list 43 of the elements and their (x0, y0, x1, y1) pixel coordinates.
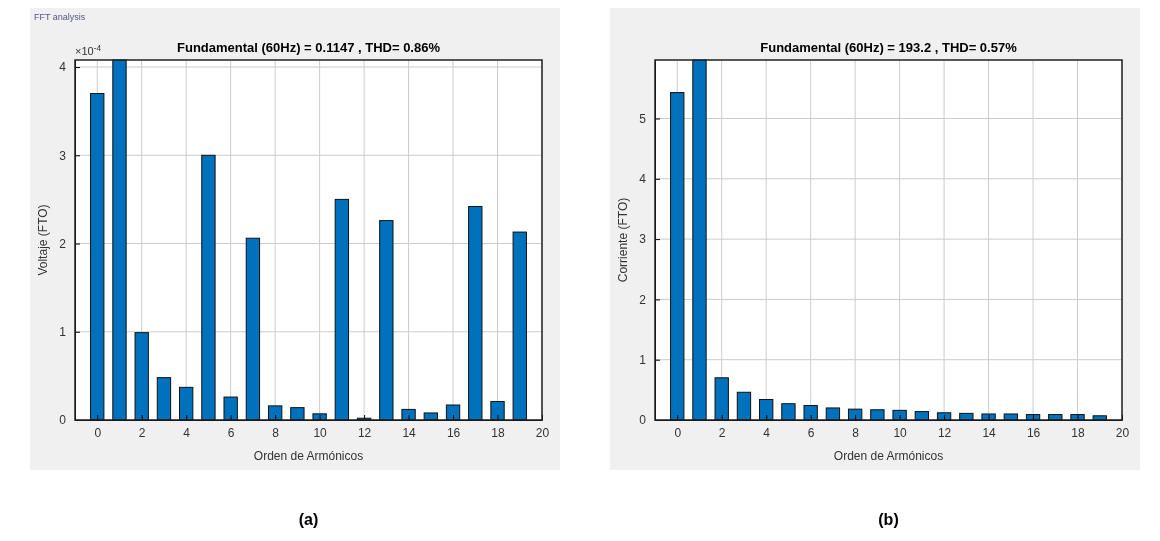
text: ×10$^{-4}$ (75, 43, 102, 57)
y-tick-label: 4 (59, 60, 67, 75)
x-tick-label: 10 (893, 426, 908, 441)
x-tick-label: 4 (183, 426, 191, 441)
chart-title: Fundamental (60Hz) = 0.1147 , THD= 0.86% (177, 40, 441, 55)
y-axis-title: Voltaje (FTO) (36, 204, 50, 276)
text: (a) (298, 511, 319, 528)
x-tick-label: 12 (357, 426, 372, 441)
y-tick-label: 1 (59, 325, 67, 340)
x-tick-label: 4 (763, 426, 771, 441)
y-tick-label: 0 (639, 413, 647, 428)
y-tick-label: 5 (639, 111, 647, 126)
y-tick-label: 0 (59, 413, 67, 428)
x-tick-label: 6 (807, 426, 815, 441)
text: (b) (878, 511, 899, 528)
x-tick-label: 2 (138, 426, 146, 441)
y-tick-label: 3 (59, 148, 67, 163)
x-tick-label: 8 (272, 426, 280, 441)
x-tick-label: 16 (446, 426, 461, 441)
y-tick-label: 2 (59, 236, 67, 251)
x-tick-label: 2 (718, 426, 726, 441)
x-tick-label: 12 (937, 426, 952, 441)
y-tick-label: 4 (639, 172, 647, 187)
x-tick-label: 18 (1071, 426, 1086, 441)
x-axis-title: Orden de Armónicos (253, 449, 364, 463)
x-tick-label: 20 (1115, 426, 1130, 441)
x-tick-label: 8 (852, 426, 860, 441)
x-tick-label: 14 (402, 426, 417, 441)
y-tick-label: 3 (639, 232, 647, 247)
x-tick-label: 16 (1026, 426, 1041, 441)
x-tick-label: 14 (982, 426, 997, 441)
text: FFT analysis (34, 12, 86, 22)
x-tick-label: 0 (674, 426, 682, 441)
x-tick-label: 18 (491, 426, 506, 441)
y-tick-label: 2 (639, 292, 647, 307)
x-tick-label: 0 (94, 426, 102, 441)
y-axis-title: Corriente (FTO) (616, 197, 630, 283)
x-tick-label: 10 (313, 426, 328, 441)
x-tick-label: 6 (227, 426, 235, 441)
y-tick-label: 1 (639, 353, 647, 368)
chart-title: Fundamental (60Hz) = 193.2 , THD= 0.57% (760, 40, 1018, 55)
x-tick-label: 20 (535, 426, 550, 441)
x-axis-title: Orden de Armónicos (833, 449, 944, 463)
